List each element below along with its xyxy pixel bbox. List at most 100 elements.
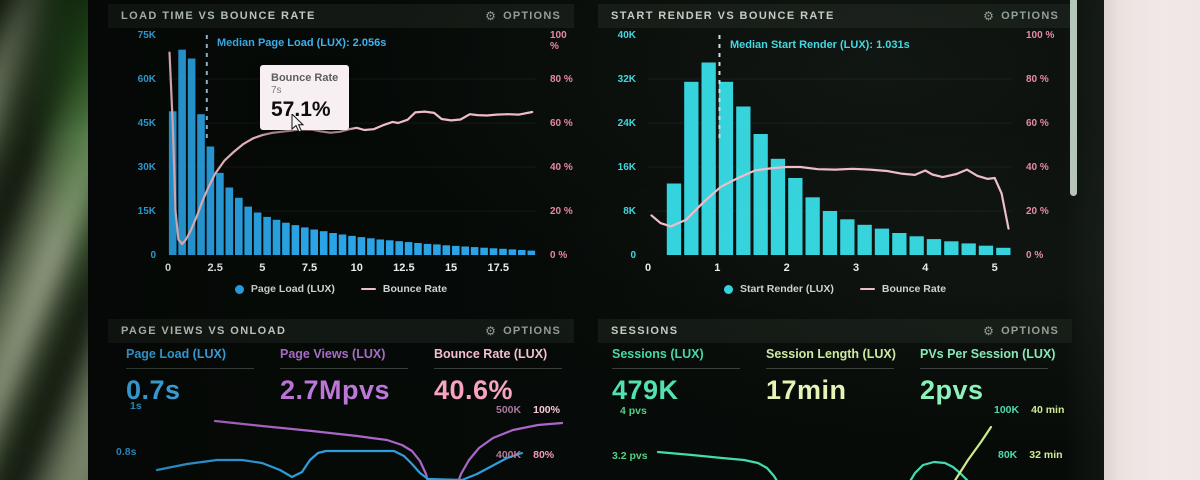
metric-value[interactable]: 40.6% xyxy=(434,375,514,405)
spark-ref-value: 40 min xyxy=(1031,404,1065,416)
panel-page-views-vs-onload: PAGE VIEWS VS ONLOAD ⚙ OPTIONS Page Load… xyxy=(108,319,574,480)
x-axis-tick: 0 xyxy=(164,262,172,274)
pct-axis-tick: 20 % xyxy=(1026,206,1049,217)
metric-label: Sessions (LUX) xyxy=(612,347,704,361)
x-axis-tick: 12.5 xyxy=(393,262,415,274)
y-axis-tick: 8K xyxy=(623,206,636,217)
y-axis-tick: 16K xyxy=(617,162,636,173)
spark-right-ref: 400K 80% xyxy=(496,449,554,461)
metric-value[interactable]: 0.7s xyxy=(126,375,181,405)
sparkline-chart[interactable] xyxy=(108,319,574,480)
tooltip-bucket-label: 7s xyxy=(271,85,282,96)
x-axis-tick: 17.5 xyxy=(487,262,509,274)
start-render-histogram-chart[interactable] xyxy=(598,4,1072,310)
x-axis-tick: 4 xyxy=(922,262,929,274)
legend-label: Bounce Rate xyxy=(382,283,448,295)
metric-value[interactable]: 479K xyxy=(612,375,679,405)
legend-dot-swatch xyxy=(723,284,733,294)
pct-axis-tick: 0 % xyxy=(550,250,568,261)
legend-dot-swatch xyxy=(234,284,244,294)
median-annotation: Median Start Render (LUX): 1.031s xyxy=(730,39,910,51)
x-axis-tick: 2.5 xyxy=(207,262,223,274)
legend-item: Bounce Rate xyxy=(360,283,448,295)
legend-line-swatch xyxy=(360,287,376,291)
options-button[interactable]: ⚙ OPTIONS xyxy=(983,10,1059,22)
spark-ref-value: 80% xyxy=(533,449,555,461)
y-axis-tick: 24K xyxy=(617,118,636,129)
chart-legend: Page Load (LUX) Bounce Rate xyxy=(108,283,574,295)
sparkline-session-length-lux- xyxy=(953,425,993,480)
legend-label: Page Load (LUX) xyxy=(250,283,335,295)
legend-label: Bounce Rate xyxy=(881,283,947,295)
y-axis-tick: 32K xyxy=(617,74,636,85)
mouse-cursor-icon xyxy=(291,114,305,133)
load-time-histogram-chart[interactable] xyxy=(108,4,574,310)
pct-axis-tick: 100 % xyxy=(1026,30,1055,41)
spark-left-ref: 3.2 pvs xyxy=(612,450,648,462)
sparkline-page-views-lux- xyxy=(213,419,564,480)
metric-value[interactable]: 2pvs xyxy=(920,375,984,405)
blurred-plant xyxy=(0,0,88,480)
y-axis-tick: 0 xyxy=(150,250,156,261)
sparkline-page-load-lux- xyxy=(155,449,524,480)
panel-titlebar: LOAD TIME VS BOUNCE RATE ⚙ OPTIONS xyxy=(108,4,574,28)
panel-titlebar: SESSIONS ⚙ OPTIONS xyxy=(598,319,1072,343)
x-axis-tick: 3 xyxy=(852,262,860,274)
panel-title: START RENDER VS BOUNCE RATE xyxy=(611,10,835,22)
bounce-rate-line xyxy=(650,165,1010,230)
histogram-bars xyxy=(666,62,1011,255)
options-button[interactable]: ⚙ OPTIONS xyxy=(485,325,561,337)
legend-line-swatch xyxy=(859,287,875,291)
pct-axis-tick: 100 % xyxy=(550,30,567,52)
options-button[interactable]: ⚙ OPTIONS xyxy=(983,325,1059,337)
metric: Page Load (LUX) 0.7s xyxy=(126,347,276,406)
options-button[interactable]: ⚙ OPTIONS xyxy=(485,10,561,22)
gear-icon: ⚙ xyxy=(485,9,498,23)
bounce-rate-line xyxy=(168,51,534,246)
legend-item: Bounce Rate xyxy=(859,283,947,295)
pct-axis-tick: 80 % xyxy=(550,74,573,85)
spark-left-ref: 1s xyxy=(130,400,142,412)
spark-ref-value: 100K xyxy=(994,404,1020,416)
scrollbar[interactable] xyxy=(1070,0,1077,196)
metric-label: Session Length (LUX) xyxy=(766,347,896,361)
spark-right-ref: 80K 32 min xyxy=(998,449,1063,461)
sparkline-chart[interactable] xyxy=(598,319,1072,480)
chart-legend: Start Render (LUX) Bounce Rate xyxy=(598,283,1072,295)
spark-ref-value: 500K xyxy=(496,404,522,416)
metric-value[interactable]: 17min xyxy=(766,375,847,405)
options-label: OPTIONS xyxy=(1001,325,1059,337)
metric-label: Page Load (LUX) xyxy=(126,347,227,361)
x-axis-tick: 15 xyxy=(444,262,458,274)
y-axis-tick: 75K xyxy=(137,30,156,41)
panel-start-render-vs-bounce-rate: START RENDER VS BOUNCE RATE ⚙ OPTIONS Me… xyxy=(598,4,1072,310)
pct-axis-tick: 60 % xyxy=(550,118,573,129)
panel-title: SESSIONS xyxy=(611,325,679,337)
x-axis-tick: 10 xyxy=(350,262,363,274)
metric: Bounce Rate (LUX) 40.6% xyxy=(434,347,584,406)
y-axis-tick: 60K xyxy=(137,74,156,85)
panel-titlebar: PAGE VIEWS VS ONLOAD ⚙ OPTIONS xyxy=(108,319,574,343)
spark-ref-value: 32 min xyxy=(1029,449,1063,461)
metric: Sessions (LUX) 479K xyxy=(612,347,762,406)
tooltip: Bounce Rate 7s 57.1% xyxy=(260,65,350,130)
metric-label: PVs Per Session (LUX) xyxy=(920,347,1056,361)
x-axis-tick: 2 xyxy=(783,262,790,274)
sparkline-pvs-per-session-lux- xyxy=(656,450,969,480)
y-axis-tick: 30K xyxy=(137,162,156,173)
pct-axis-tick: 80 % xyxy=(1026,74,1049,85)
pct-axis-tick: 20 % xyxy=(550,206,573,217)
metric-value[interactable]: 2.7Mpvs xyxy=(280,375,391,405)
x-axis-tick: 0 xyxy=(644,262,652,274)
gear-icon: ⚙ xyxy=(485,324,498,338)
spark-left-ref: 4 pvs xyxy=(620,405,647,417)
options-label: OPTIONS xyxy=(503,10,561,22)
metric: PVs Per Session (LUX) 2pvs xyxy=(920,347,1070,406)
gear-icon: ⚙ xyxy=(983,324,996,338)
pct-axis-tick: 40 % xyxy=(1026,162,1049,173)
metric: Session Length (LUX) 17min xyxy=(766,347,916,406)
panel-load-time-vs-bounce-rate: LOAD TIME VS BOUNCE RATE ⚙ OPTIONS Media… xyxy=(108,4,574,310)
wall-background xyxy=(1104,0,1200,480)
metric-underline xyxy=(920,368,1048,369)
